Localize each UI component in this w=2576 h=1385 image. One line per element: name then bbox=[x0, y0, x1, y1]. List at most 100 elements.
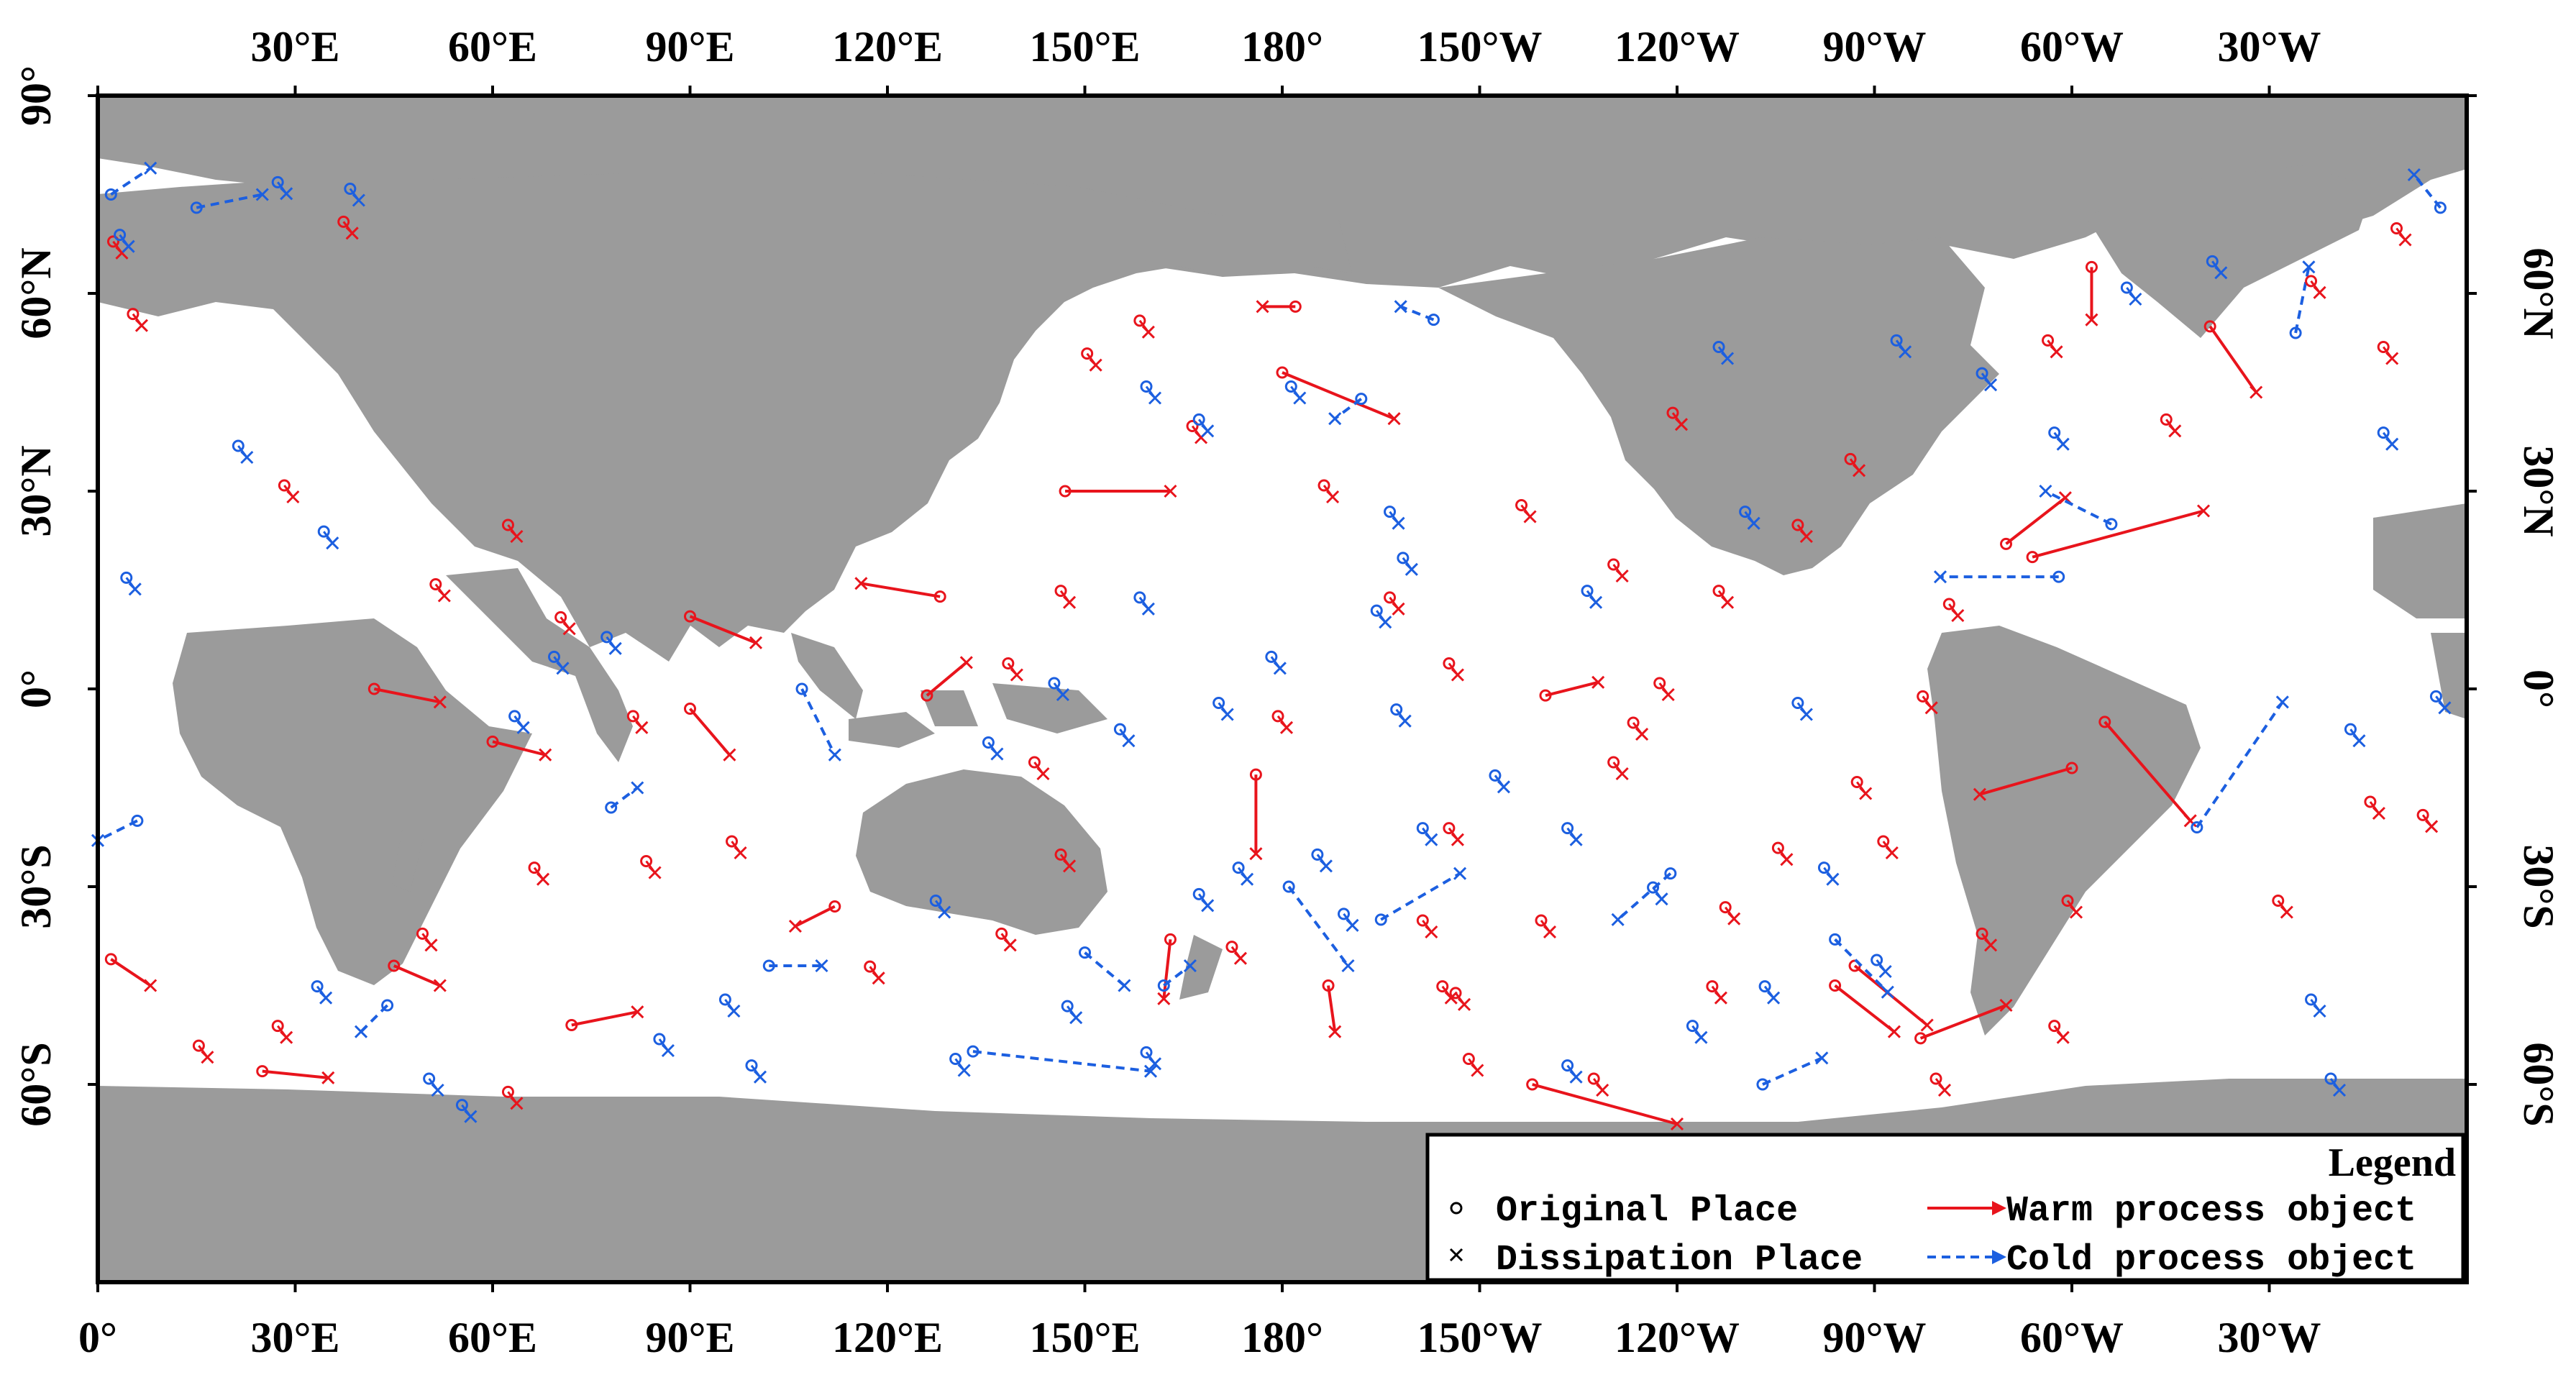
cold-object-marker bbox=[1712, 341, 1735, 365]
top-axis-label: 30°E bbox=[250, 23, 339, 70]
cold-object-marker bbox=[1871, 954, 1892, 979]
warm-object-marker bbox=[1186, 420, 1208, 444]
warm-object-marker bbox=[1436, 980, 1458, 1005]
land-south-america bbox=[1927, 626, 2201, 1036]
warm-object-marker bbox=[2048, 1020, 2070, 1044]
cold-object-marker bbox=[1284, 380, 1307, 405]
bottom-axis-label: 60°W bbox=[2020, 1314, 2124, 1361]
warm-track bbox=[486, 735, 552, 762]
bottom-axis-label: 90°E bbox=[645, 1314, 734, 1361]
cold-track bbox=[1756, 1051, 1829, 1091]
warm-track bbox=[256, 1065, 335, 1084]
right-axis: 60°N 30°N 0° 30°S 60°S bbox=[2515, 247, 2562, 1126]
cold-object-marker bbox=[1890, 334, 1912, 359]
cold-object-marker bbox=[114, 229, 135, 253]
top-axis-label: 150°W bbox=[1417, 23, 1543, 70]
cold-object-marker bbox=[423, 1072, 444, 1097]
warm-object-marker bbox=[1771, 841, 1794, 867]
cold-object-marker bbox=[718, 993, 741, 1018]
cold-object-marker bbox=[2206, 255, 2228, 280]
cold-track bbox=[1374, 867, 1467, 926]
bottom-axis-label: 30°E bbox=[250, 1314, 339, 1361]
warm-object-marker bbox=[1443, 657, 1464, 682]
warm-object-marker bbox=[1607, 558, 1629, 583]
bottom-axis-label: 30°W bbox=[2218, 1314, 2321, 1361]
warm-object-marker bbox=[1653, 677, 1675, 702]
warm-track bbox=[1157, 933, 1177, 1005]
top-axis-label: 60°E bbox=[448, 23, 537, 70]
warm-object-marker bbox=[726, 835, 747, 860]
warm-object-marker bbox=[528, 861, 550, 886]
warm-object-marker bbox=[192, 1039, 214, 1064]
cold-track bbox=[762, 959, 828, 973]
tracks-layer bbox=[91, 161, 2447, 1131]
bottom-axis-label: 90°W bbox=[1823, 1314, 1927, 1361]
warm-track bbox=[788, 900, 841, 933]
cold-object-marker bbox=[1976, 367, 1998, 392]
cold-object-marker bbox=[548, 650, 570, 675]
warm-object-marker bbox=[2377, 341, 2399, 365]
warm-track bbox=[1914, 998, 2013, 1045]
cold-object-marker bbox=[508, 710, 530, 734]
cold-object-marker bbox=[1232, 861, 1254, 886]
warm-track bbox=[921, 656, 973, 702]
bottom-axis-label: 150°W bbox=[1417, 1314, 1543, 1361]
warm-object-marker bbox=[1976, 927, 1998, 952]
warm-object-marker bbox=[1627, 716, 1649, 741]
warm-object-marker bbox=[640, 855, 662, 879]
warm-track bbox=[565, 1005, 644, 1031]
cold-object-marker bbox=[232, 439, 254, 465]
warm-object-marker bbox=[1443, 822, 1464, 846]
warm-track bbox=[2026, 504, 2211, 564]
warm-object-marker bbox=[2416, 808, 2439, 833]
cold-object-marker bbox=[1416, 822, 1438, 846]
cold-object-marker bbox=[1686, 1020, 1708, 1044]
cold-object-marker bbox=[455, 1099, 478, 1123]
right-axis-label: 0° bbox=[2515, 669, 2562, 708]
warm-object-marker bbox=[2305, 275, 2326, 299]
cold-object-marker bbox=[1048, 677, 1069, 702]
top-axis-label: 150°E bbox=[1029, 23, 1140, 70]
cold-object-marker bbox=[1739, 506, 1760, 530]
cold-object-marker bbox=[1133, 591, 1155, 616]
warm-track bbox=[1059, 484, 1177, 498]
warm-object-marker bbox=[2042, 334, 2063, 359]
land-north-america bbox=[1438, 237, 1999, 575]
left-axis: 90° 60°N 30°N 0° 30°S 60°S bbox=[12, 65, 60, 1127]
cold-track bbox=[1829, 933, 1894, 999]
cold-track bbox=[1933, 570, 2065, 584]
cold-object-marker bbox=[982, 736, 1004, 761]
warm-object-marker bbox=[1462, 1053, 1484, 1077]
warm-object-marker bbox=[1706, 980, 1727, 1005]
warm-object-marker bbox=[2364, 795, 2385, 821]
cold-object-marker bbox=[1817, 861, 1840, 886]
left-axis-label: 90° bbox=[12, 65, 60, 126]
cold-object-marker bbox=[653, 1033, 675, 1058]
cold-line-icon bbox=[1927, 1250, 2006, 1264]
left-axis-label: 30°N bbox=[12, 445, 60, 536]
warm-object-marker bbox=[1416, 914, 1438, 939]
cold-track bbox=[354, 999, 394, 1038]
bottom-axis-label: 150°E bbox=[1029, 1314, 1140, 1361]
bottom-axis-label: 120°W bbox=[1614, 1314, 1740, 1361]
cold-object-marker bbox=[1192, 887, 1215, 913]
warm-object-marker bbox=[1917, 690, 1938, 715]
warm-track bbox=[104, 953, 157, 992]
warm-track bbox=[1276, 366, 1401, 426]
land-eurasia bbox=[98, 173, 1352, 662]
warm-track bbox=[1249, 768, 1263, 861]
cold-object-marker bbox=[929, 895, 951, 919]
cold-object-marker bbox=[2344, 723, 2366, 748]
warm-object-marker bbox=[1317, 479, 1340, 504]
cold-object-marker bbox=[2377, 426, 2399, 451]
land-arctic bbox=[98, 96, 2467, 288]
legend-dissipation-place: Dissipation Place bbox=[1496, 1240, 1863, 1281]
right-axis-label: 30°N bbox=[2515, 445, 2562, 536]
warm-object-marker bbox=[1791, 518, 1813, 544]
cold-object-marker bbox=[1791, 697, 1813, 721]
cold-track bbox=[1282, 880, 1355, 973]
cold-track bbox=[2191, 695, 2289, 833]
warm-object-marker bbox=[1449, 987, 1471, 1011]
cold-object-marker bbox=[1758, 980, 1781, 1005]
